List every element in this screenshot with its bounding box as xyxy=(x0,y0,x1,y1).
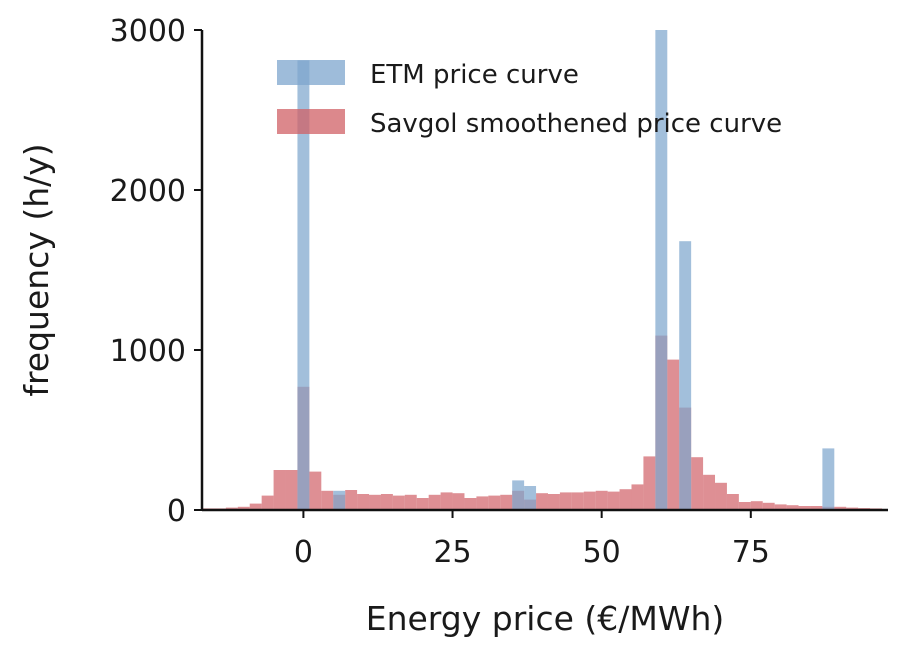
bar xyxy=(524,486,537,510)
bar xyxy=(297,60,310,511)
y-tick-label: 3000 xyxy=(110,14,186,49)
bar xyxy=(738,502,751,510)
legend: ETM price curve Savgol smoothened price … xyxy=(277,60,782,139)
bar xyxy=(571,492,584,510)
bar xyxy=(357,494,370,510)
x-tick-label: 0 xyxy=(294,535,313,570)
bar xyxy=(810,506,823,510)
x-axis-ticks: 0 25 50 75 xyxy=(294,510,770,570)
legend-swatch-savgol xyxy=(277,109,345,134)
bar xyxy=(476,496,489,510)
bar xyxy=(691,457,704,510)
legend-label-etm: ETM price curve xyxy=(370,60,579,90)
bar xyxy=(404,494,417,510)
legend-label-savgol: Savgol smoothened price curve xyxy=(370,109,782,139)
bar xyxy=(369,494,381,510)
bar xyxy=(321,490,334,510)
y-tick-label: 0 xyxy=(167,494,186,529)
bar xyxy=(380,494,393,510)
bar xyxy=(774,504,787,510)
axes xyxy=(200,30,888,512)
bar xyxy=(786,505,799,510)
bar xyxy=(249,503,262,510)
bar xyxy=(667,359,680,510)
bar xyxy=(798,506,811,510)
bar xyxy=(703,474,716,510)
x-tick-label: 50 xyxy=(583,535,621,570)
bar xyxy=(595,490,608,510)
bar xyxy=(261,495,274,510)
bar xyxy=(822,448,835,510)
bar xyxy=(440,492,453,510)
x-tick-label: 75 xyxy=(732,535,770,570)
y-axis-label: frequency (h/y) xyxy=(17,143,56,396)
bar xyxy=(631,484,644,510)
legend-swatch-etm xyxy=(277,60,345,85)
bar xyxy=(750,501,763,510)
bar xyxy=(452,493,465,510)
x-axis-label: Energy price (€/MWh) xyxy=(366,599,725,638)
bar xyxy=(583,491,596,510)
bar xyxy=(512,480,525,510)
bar xyxy=(607,491,620,510)
bar xyxy=(559,492,572,510)
bar xyxy=(333,490,346,510)
bar xyxy=(834,506,847,510)
bar xyxy=(345,490,358,510)
bar xyxy=(643,456,656,510)
bar xyxy=(655,30,668,510)
bar xyxy=(726,494,739,510)
bar xyxy=(416,498,429,510)
bar xyxy=(619,489,632,510)
y-tick-label: 2000 xyxy=(110,174,186,209)
bar xyxy=(309,471,322,510)
y-axis-ticks: 0 1000 2000 3000 xyxy=(110,14,202,529)
bar xyxy=(679,241,692,510)
bar xyxy=(536,493,548,510)
bar xyxy=(464,498,477,510)
bar xyxy=(762,502,775,510)
series-etm-bars xyxy=(297,30,835,511)
bar xyxy=(392,495,405,510)
bar xyxy=(500,494,513,510)
bar xyxy=(428,494,441,510)
bar xyxy=(715,482,727,510)
x-tick-label: 25 xyxy=(433,535,471,570)
y-tick-label: 1000 xyxy=(110,334,186,369)
bar xyxy=(285,470,298,510)
bar xyxy=(547,494,560,510)
bar xyxy=(237,506,250,510)
bar xyxy=(273,470,286,510)
bar xyxy=(488,495,501,510)
